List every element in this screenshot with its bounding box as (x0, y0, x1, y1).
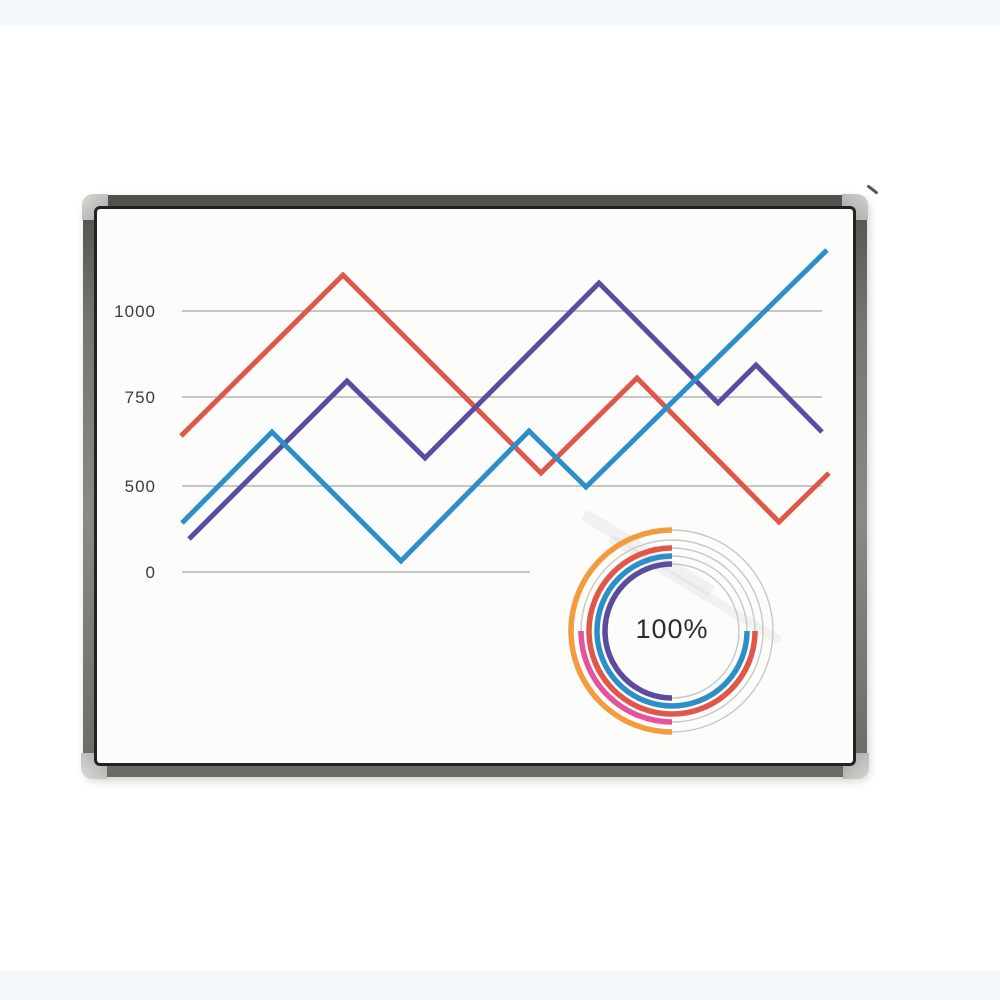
y-tick-label: 500 (124, 477, 156, 496)
whiteboard-frame (81, 194, 869, 779)
y-tick-label: 1000 (114, 302, 156, 321)
top-edge-tint (0, 0, 1000, 26)
y-tick-label: 750 (124, 388, 156, 407)
whiteboard-surface (94, 206, 856, 766)
corner-mark (866, 184, 879, 195)
y-tick-label: 0 (145, 563, 156, 582)
gauge-center-label: 100% (635, 614, 709, 644)
bottom-edge-tint (0, 970, 1000, 1000)
